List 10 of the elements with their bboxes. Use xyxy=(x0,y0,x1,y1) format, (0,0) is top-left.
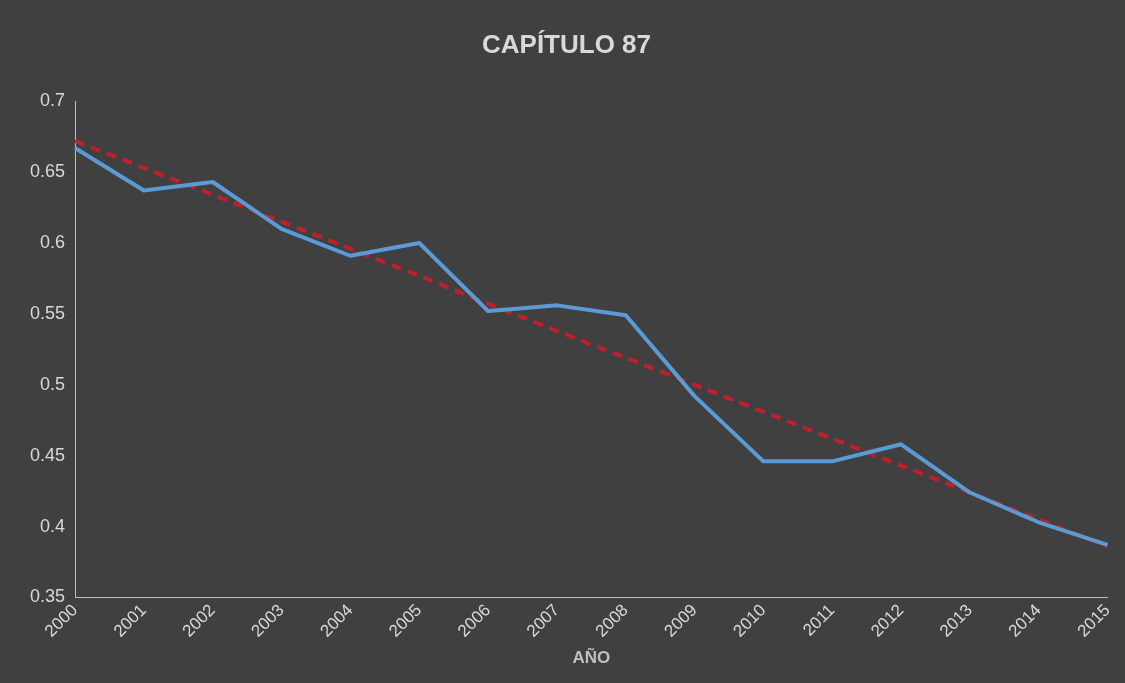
y-tick-label: 0.4 xyxy=(40,515,66,536)
y-tick-label: 0.5 xyxy=(40,373,66,394)
y-tick-label: 0.45 xyxy=(29,444,66,465)
y-tick-label: 0.55 xyxy=(29,302,66,323)
y-tick-label: 0.6 xyxy=(40,231,66,252)
chart-title: CAPÍTULO 87 xyxy=(481,28,652,59)
x-axis-title: AÑO xyxy=(572,647,611,668)
y-tick-label: 0.7 xyxy=(40,90,66,111)
y-tick-label: 0.65 xyxy=(29,161,66,182)
y-tick-label: 0.35 xyxy=(29,586,66,607)
